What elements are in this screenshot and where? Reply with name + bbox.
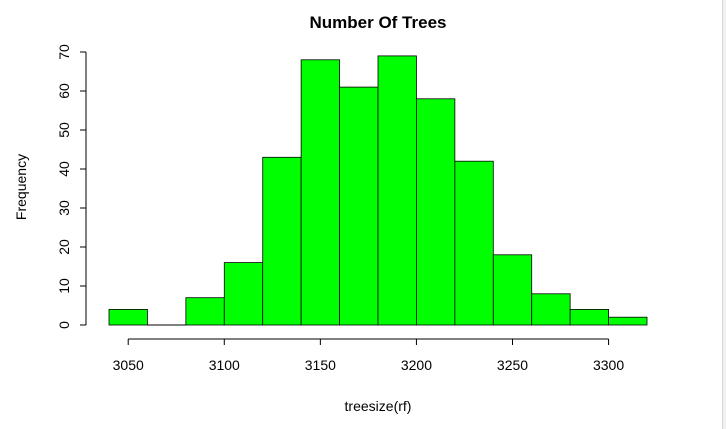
histogram-bar-10 <box>492 254 533 326</box>
histogram-bar-7 <box>377 55 417 326</box>
histogram-bar-4 <box>262 156 302 326</box>
x-tick-label: 3050 <box>113 357 144 373</box>
x-tick-label: 3250 <box>497 357 528 373</box>
histogram-bar-2 <box>185 297 225 326</box>
bars-group <box>108 55 648 326</box>
chart-title: Number Of Trees <box>310 13 447 32</box>
x-tick-label: 3300 <box>593 357 624 373</box>
window-edge <box>722 0 726 429</box>
y-tick-label: 30 <box>56 200 72 216</box>
y-tick-label: 50 <box>56 122 72 138</box>
histogram-bar-8 <box>416 98 456 326</box>
histogram-bar-5 <box>300 59 340 326</box>
y-tick-label: 40 <box>56 161 72 177</box>
x-axis: 3050 3100 3150 3200 3250 3300 <box>113 338 624 373</box>
y-axis: 0 10 20 30 40 50 60 70 <box>56 44 87 329</box>
y-tick-label: 0 <box>56 321 72 329</box>
histogram-bar-3 <box>223 262 264 326</box>
x-tick-label: 3150 <box>305 357 336 373</box>
y-tick-label: 60 <box>56 83 72 99</box>
x-tick-label: 3200 <box>401 357 432 373</box>
x-tick-label: 3100 <box>209 357 240 373</box>
histogram-bar-6 <box>339 86 379 326</box>
histogram-bar-13 <box>608 316 648 326</box>
y-axis-title: Frequency <box>13 154 29 220</box>
histogram-bar-0 <box>108 308 148 326</box>
x-axis-title: treesize(rf) <box>345 398 412 414</box>
y-tick-label: 70 <box>56 44 72 60</box>
histogram-bar-12 <box>569 308 609 326</box>
y-tick-label: 20 <box>56 239 72 255</box>
histogram-bar-9 <box>454 160 494 326</box>
y-tick-label: 10 <box>56 278 72 294</box>
histogram-bar-11 <box>531 293 571 326</box>
